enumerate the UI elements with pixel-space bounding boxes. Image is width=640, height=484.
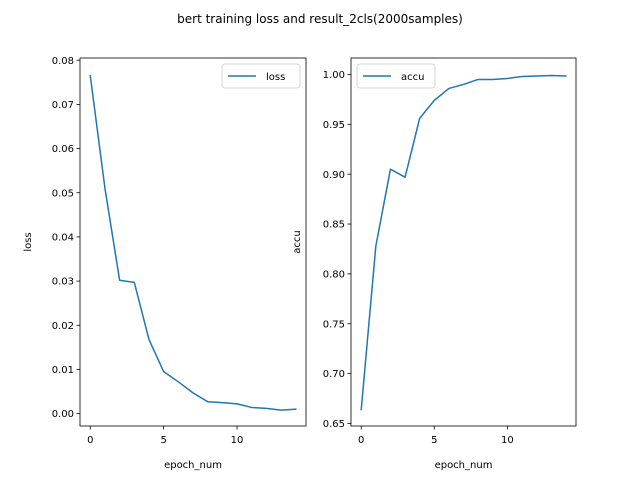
- loss-x-tick-label: 10: [231, 435, 244, 446]
- figure-title: bert training loss and result_2cls(2000s…: [177, 12, 463, 26]
- loss-legend-label: loss: [266, 72, 285, 83]
- accu-x-tick-label: 10: [501, 435, 514, 446]
- accu-y-tick-label: 0.90: [323, 170, 345, 181]
- loss-legend-box: [221, 63, 301, 89]
- loss-y-tick-label: 0.04: [52, 233, 74, 244]
- accu-y-tick-label: 0.95: [323, 120, 345, 131]
- loss-y-tick-label: 0.00: [52, 409, 74, 420]
- loss-y-tick-label: 0.02: [52, 321, 74, 332]
- accu-y-tick-label: 1.00: [323, 70, 345, 81]
- loss-axes-frame: [79, 57, 307, 427]
- accu-y-axis-label: accu: [292, 230, 303, 253]
- loss-y-axis-label: loss: [23, 232, 34, 251]
- accu-y-tick-label: 0.70: [323, 369, 345, 380]
- accu-legend-box: [356, 63, 436, 89]
- accu-axes-frame: [350, 57, 577, 427]
- loss-y-tick-label: 0.08: [52, 56, 74, 67]
- accu-y-tick-label: 0.75: [323, 319, 345, 330]
- loss-x-tick-label: 5: [160, 435, 166, 446]
- accu-y-tick-label: 0.65: [323, 419, 345, 430]
- accu-legend-label: accu: [401, 72, 424, 83]
- accu-x-axis-label: epoch_num: [435, 460, 493, 471]
- accu-y-tick-label: 0.85: [323, 220, 345, 231]
- loss-panel: 0 5 10 0.00 0.01 0.02 0.03 0.04 0.05 0.06 0.07 0.08…: [23, 56, 307, 471]
- accu-panel: 0 5 10 0.65 0.70 0.75 0.80 0.85 0.90 0.95 1.00 epoc…: [292, 57, 577, 471]
- loss-x-tick-label: 0: [87, 435, 93, 446]
- loss-x-axis-label: epoch_num: [164, 460, 222, 471]
- loss-y-tick-label: 0.03: [52, 277, 74, 288]
- accu-x-tick-label: 0: [358, 435, 364, 446]
- accu-series-line: [360, 74, 567, 411]
- loss-y-tick-label: 0.01: [52, 365, 74, 376]
- loss-y-tick-label: 0.05: [52, 188, 74, 199]
- loss-y-tick-label: 0.06: [52, 144, 74, 155]
- accu-x-tick-label: 5: [431, 435, 437, 446]
- loss-y-tick-label: 0.07: [52, 100, 74, 111]
- accu-y-tick-label: 0.80: [323, 270, 345, 281]
- loss-series-line: [89, 74, 297, 411]
